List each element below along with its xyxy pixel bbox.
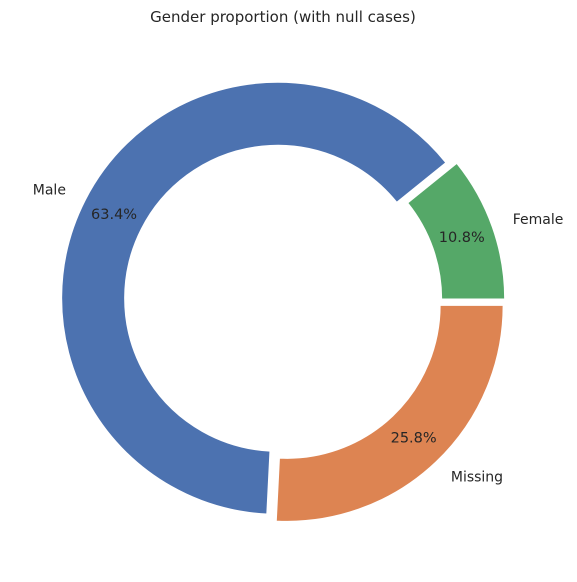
slice-value-missing: 25.8% [391,430,437,446]
slice-value-female: 10.8% [439,230,485,246]
slice-value-male: 63.4% [91,207,137,223]
slice-female [407,162,506,300]
slice-label-female: Female [513,212,564,228]
slice-label-missing: Missing [451,470,503,486]
chart-title: Gender proportion (with null cases) [150,8,416,26]
labels-layer: Female 10.8% Male 63.4% Missing 25.8% [33,182,564,485]
slice-label-male: Male [33,182,66,198]
slice-missing [275,304,504,522]
slice-male [61,81,447,515]
slices-layer [61,81,506,522]
